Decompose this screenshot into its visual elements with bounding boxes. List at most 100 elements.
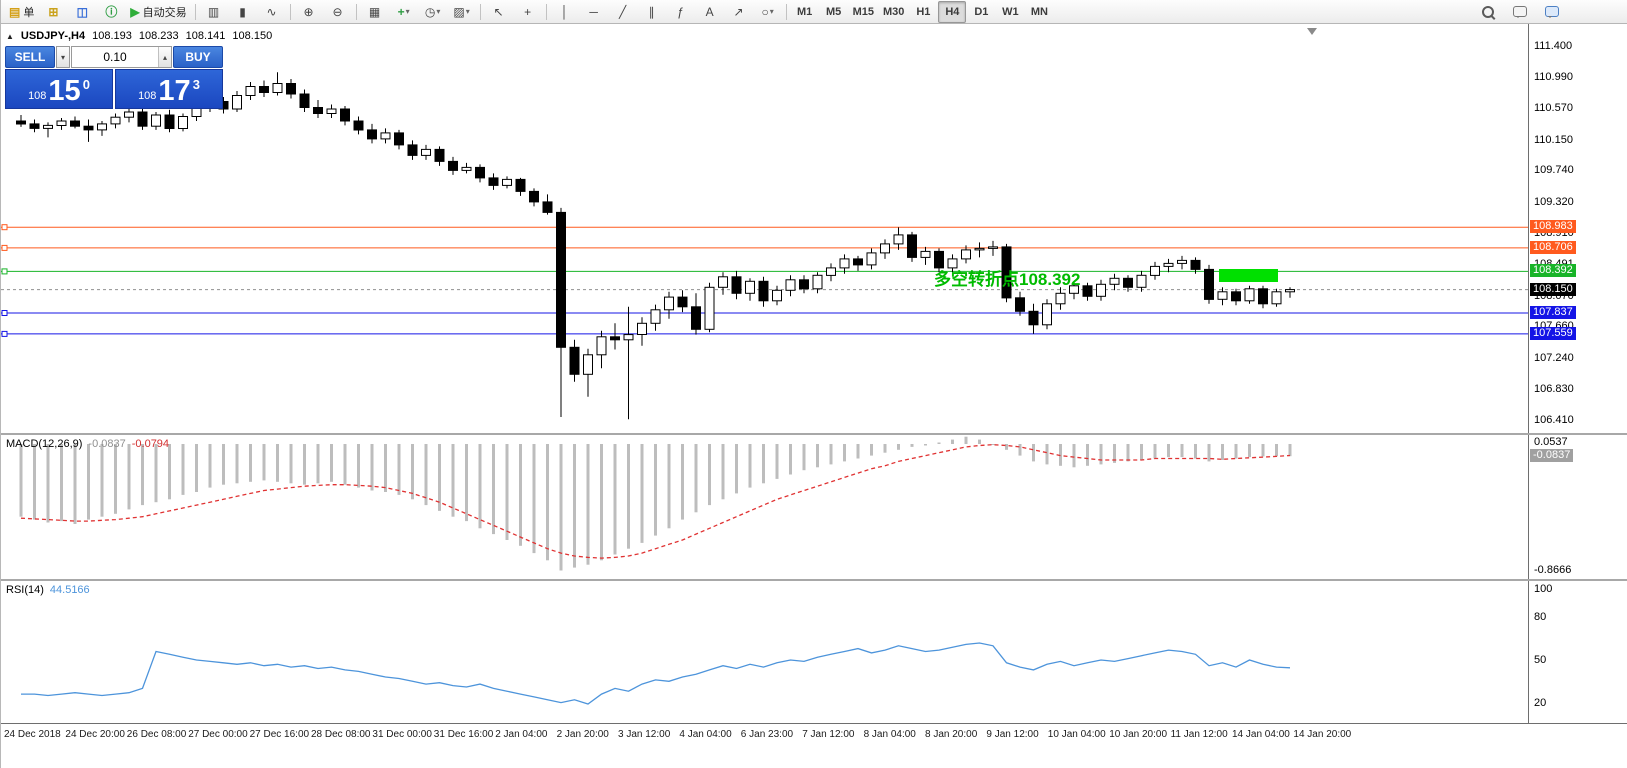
one-click-collapse-icon[interactable]: ▲ (6, 31, 14, 41)
zoom-in-button[interactable]: ⊕ (295, 1, 323, 23)
indicators-button[interactable]: + ▾ (390, 1, 418, 23)
rsi-plot[interactable] (1, 581, 1528, 723)
timeframe-h1[interactable]: H1 (916, 5, 931, 18)
timeframe-h4[interactable]: H4 (938, 0, 967, 23)
lot-spinner-up[interactable]: ▴ (158, 47, 171, 67)
timeframe-m1[interactable]: M1 (796, 5, 813, 18)
price-chart-panel[interactable]: 多空转折点108.392 111.400 110.990 110.570 110.15… (1, 24, 1627, 433)
timeframe-w1[interactable]: W1 (1002, 5, 1019, 18)
vertical-line-button[interactable]: │ (551, 1, 579, 23)
periods-button[interactable]: ◷ ▾ (419, 1, 447, 23)
new-order-button[interactable]: ▤ 单 (5, 1, 38, 23)
price-chart-svg: 多空转折点108.392 (1, 28, 1528, 420)
macd-current-badge[interactable]: -0.0837 (1530, 449, 1574, 463)
chart-shift-marker[interactable] (1307, 28, 1317, 35)
timeframe-m30[interactable]: M30 (882, 5, 905, 18)
tile-windows-button[interactable]: ▦ (361, 1, 389, 23)
line-handle[interactable] (1, 330, 8, 337)
shapes-button[interactable]: ○ ▾ (754, 1, 782, 23)
time-label: 6 Jan 23:00 (740, 729, 794, 740)
chat-icon (1513, 6, 1527, 18)
search-button[interactable] (1474, 1, 1502, 23)
indicators-icon: + (397, 4, 405, 19)
dropdown-arrow-icon: ▾ (465, 7, 470, 16)
timeframe-mn[interactable]: MN (1030, 5, 1048, 18)
profiles-button[interactable]: ◫ (68, 1, 96, 23)
time-label: 28 Dec 08:00 (311, 729, 371, 740)
sell-button[interactable]: SELL (5, 46, 55, 68)
chart-ohlc-header: ▲ USDJPY-,H4 108.193 108.233 108.141 108… (6, 30, 272, 42)
time-axis[interactable]: 24 Dec 2018 24 Dec 20:00 26 Dec 08:00 27 De… (1, 723, 1627, 745)
rsi-title: RSI(14) (6, 584, 44, 596)
trade-controls-row: SELL ▾ 0.10 ▴ BUY (5, 46, 223, 68)
timeframe-m5[interactable]: M5 (825, 5, 842, 18)
dropdown-arrow-icon: ▾ (405, 7, 410, 16)
panel-divider-2[interactable] (1, 579, 1627, 581)
macd-panel[interactable]: 0.0537 -0.8666 -0.0837 MACD(12,26,9) -0.08… (1, 435, 1627, 579)
line-handle[interactable] (1, 268, 8, 275)
chart-windows-button[interactable]: ⊞ (39, 1, 67, 23)
buy-button[interactable]: BUY (173, 46, 223, 68)
macd-svg (19, 436, 1292, 571)
line-handle[interactable] (1, 224, 8, 231)
price-plot[interactable]: 多空转折点108.392 (1, 24, 1528, 433)
lot-size-field[interactable]: 0.10 ▴ (71, 46, 172, 68)
zoom-out-button[interactable]: ⊖ (324, 1, 352, 23)
toolbar-separator (785, 3, 787, 20)
lot-size-value[interactable]: 0.10 (103, 50, 127, 64)
rsi-panel[interactable]: 100 80 50 20 RSI(14) 44.5166 (1, 581, 1627, 723)
high-value: 108.233 (138, 30, 179, 42)
data-window-button[interactable]: ⓘ (97, 1, 125, 23)
macd-plot[interactable] (1, 435, 1528, 579)
highlight-rectangle[interactable] (1219, 269, 1278, 282)
price-level-badge[interactable]: 108.983 (1530, 220, 1576, 234)
price-tick: 107.240 (1534, 351, 1574, 364)
toolbar-buttons: ▤ 单 ⊞ ◫ ⓘ ▶ 自动交易 ▥ ▮ ∿ ⊕ ⊖ ▦ + ▾ ◷ ▾ ▨ ▾ ↖ + │ ─ ╱ ∥ ƒ A ↗ ○ ▾ M1 M5 M15… (5, 0, 1053, 24)
price-level-badge[interactable]: 108.706 (1530, 240, 1576, 254)
price-level-badge[interactable]: 108.392 (1530, 264, 1576, 278)
macd-histogram (19, 436, 1292, 571)
panel-divider-1[interactable] (1, 433, 1627, 435)
text-icon: A (705, 4, 714, 19)
macd-signal-value: -0.0794 (131, 438, 170, 450)
horizontal-line-button[interactable]: ─ (580, 1, 608, 23)
macd-signal-line (20, 444, 1291, 559)
price-level-badge[interactable]: 107.559 (1530, 326, 1576, 340)
price-level-badge[interactable]: 107.837 (1530, 306, 1576, 320)
time-label: 8 Jan 20:00 (925, 729, 978, 740)
macd-axis[interactable]: 0.0537 -0.8666 -0.0837 (1528, 435, 1627, 579)
trendline-button[interactable]: ╱ (609, 1, 637, 23)
data-window-icon: ⓘ (105, 5, 118, 19)
line-handle[interactable] (1, 244, 8, 251)
text-button[interactable]: A (696, 1, 724, 23)
autotrading-button[interactable]: ▶ 自动交易 (126, 1, 190, 23)
macd-title: MACD(12,26,9) (6, 438, 83, 450)
candlestick-chart-button[interactable]: ▮ (229, 1, 257, 23)
rsi-axis[interactable]: 100 80 50 20 (1528, 581, 1627, 723)
templates-button[interactable]: ▨ ▾ (448, 1, 476, 23)
current-price-badge[interactable]: 108.150 (1530, 282, 1576, 296)
ask-pip-digit: 3 (192, 77, 200, 92)
symbol-period-label: USDJPY-,H4 (20, 30, 86, 42)
price-axis[interactable]: 111.400 110.990 110.570 110.150 109.740 109.3… (1528, 24, 1627, 433)
arrows-button[interactable]: ↗ (725, 1, 753, 23)
turning-point-annotation[interactable]: 多空转折点108.392 (934, 269, 1080, 289)
order-type-dropdown[interactable]: ▾ (56, 46, 70, 68)
bid-big-digits: 15 (48, 75, 81, 107)
timeframe-m15[interactable]: M15 (852, 5, 874, 18)
buy-price-button[interactable]: 108 17 3 (115, 69, 223, 109)
crosshair-button[interactable]: + (514, 1, 542, 23)
cursor-button[interactable]: ↖ (485, 1, 513, 23)
bar-chart-button[interactable]: ▥ (200, 1, 228, 23)
channel-button[interactable]: ∥ (638, 1, 666, 23)
fibonacci-button[interactable]: ƒ (667, 1, 695, 23)
sell-price-button[interactable]: 108 15 0 (5, 69, 113, 109)
line-chart-button[interactable]: ∿ (258, 1, 286, 23)
chat-button[interactable] (1506, 1, 1534, 23)
line-handle[interactable] (1, 310, 8, 316)
fibonacci-icon: ƒ (677, 4, 684, 19)
timeframe-d1[interactable]: D1 (974, 5, 989, 18)
time-label: 10 Jan 04:00 (1047, 729, 1106, 740)
community-button[interactable] (1538, 1, 1566, 23)
